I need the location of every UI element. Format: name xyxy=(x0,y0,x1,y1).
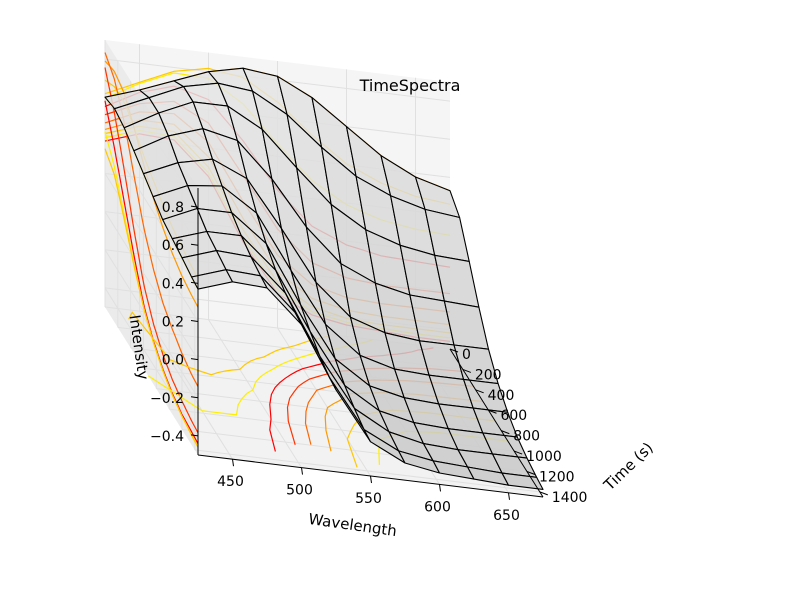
y-axis-line xyxy=(449,348,544,498)
z-tick-label: 0.8 xyxy=(162,200,184,216)
y-tick xyxy=(526,471,536,475)
surface-patch xyxy=(501,472,544,490)
z-tick xyxy=(190,396,199,399)
grid-line xyxy=(104,287,199,437)
y-tick-label: 1000 xyxy=(526,449,562,465)
z-tick-label: −0.2 xyxy=(150,391,184,407)
z-tick xyxy=(190,243,199,246)
x-tick xyxy=(508,492,510,500)
x-tick-label: 600 xyxy=(424,499,451,515)
y-tick xyxy=(462,368,472,373)
z-tick-label: 0.4 xyxy=(162,276,184,292)
grid-line xyxy=(139,310,233,460)
y-tick xyxy=(475,389,484,394)
y-tick-label: 0 xyxy=(462,347,471,363)
x-tick xyxy=(232,459,234,467)
z-tick-label: 0.0 xyxy=(162,353,184,369)
z-tick xyxy=(190,281,199,284)
grid-line xyxy=(208,319,302,468)
y-tick xyxy=(488,409,497,414)
y-tick xyxy=(513,450,523,455)
floor-contour xyxy=(128,311,331,376)
chart-title: TimeSpectra xyxy=(359,76,461,95)
y-tick-label: 800 xyxy=(513,429,540,445)
y-tick xyxy=(539,491,548,496)
y-tick-label: 200 xyxy=(475,367,502,383)
z-tick-label: 0.6 xyxy=(162,238,184,254)
z-tick xyxy=(190,434,199,437)
x-tick-label: 500 xyxy=(286,483,313,499)
grid-line xyxy=(104,211,199,360)
grid-line xyxy=(194,449,540,493)
z-tick xyxy=(190,205,199,208)
z-tick-label: −0.4 xyxy=(150,429,184,445)
surface-plot xyxy=(104,67,544,490)
x-tick xyxy=(439,484,441,492)
y-tick xyxy=(501,430,510,435)
z-tick xyxy=(190,358,199,361)
x-tick xyxy=(370,475,372,484)
side-projection-curve xyxy=(104,67,199,434)
y-tick-label: 1200 xyxy=(539,469,575,485)
x-tick-label: 650 xyxy=(493,508,520,524)
z-tick-label: 0.2 xyxy=(162,315,184,331)
y-tick-label: 400 xyxy=(488,388,515,404)
x-tick-label: 450 xyxy=(217,474,244,490)
y-tick-label: 1400 xyxy=(552,490,588,506)
grid-line xyxy=(104,249,199,399)
x-tick xyxy=(301,467,303,475)
y-tick xyxy=(449,348,459,353)
z-tick xyxy=(190,320,199,322)
grid-line xyxy=(277,327,371,477)
x-tick-label: 550 xyxy=(355,491,382,507)
y-tick-label: 600 xyxy=(500,408,527,424)
